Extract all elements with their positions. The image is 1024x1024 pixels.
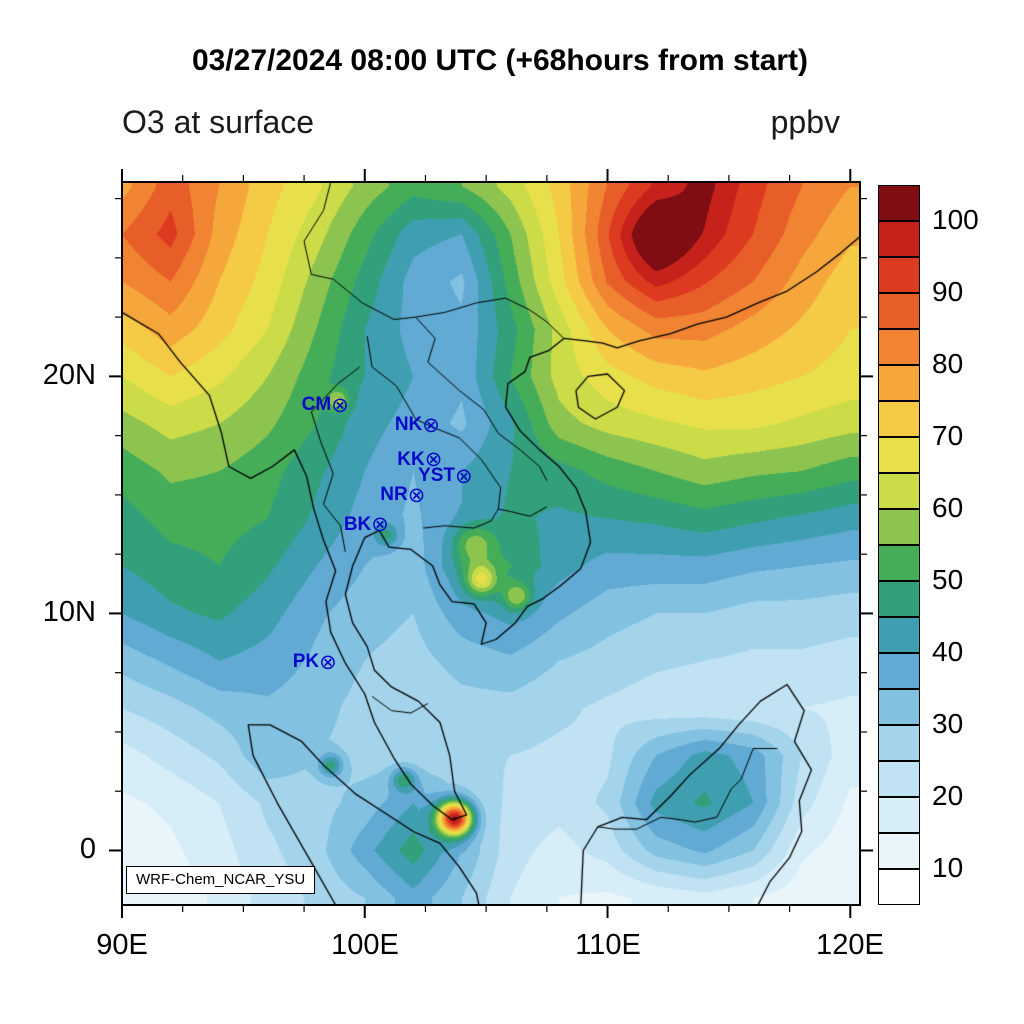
colorbar-box [878,221,920,257]
x-tick-label-110e: 110E [575,929,641,961]
colorbar-tick-label: 70 [932,420,964,451]
colorbar-box [878,545,920,581]
colorbar-box [878,617,920,653]
colorbar-box [878,401,920,437]
colorbar-tick-label: 90 [932,276,964,307]
colorbar-box [878,869,920,905]
subtitle-row: O3 at surface ppbv [122,104,840,141]
colorbar-box [878,581,920,617]
colorbar-box [878,761,920,797]
colorbar-tick-label: 30 [932,708,964,739]
y-tick-label-10n: 10N [42,596,96,628]
colorbar-box [878,185,920,221]
colorbar-box [878,473,920,509]
colorbar-tick-label: 10 [932,852,964,883]
colorbar-box [878,257,920,293]
x-tick-label-90e: 90E [96,929,148,961]
y-tick-label-0: 0 [79,833,96,865]
colorbar-box [878,329,920,365]
colorbar-box [878,365,920,401]
colorbar [878,185,920,905]
colorbar-box [878,653,920,689]
colorbar-box [878,689,920,725]
colorbar-box [878,293,920,329]
model-watermark: WRF-Chem_NCAR_YSU [126,866,316,894]
colorbar-tick-label: 50 [932,564,964,595]
plot-variable-label: O3 at surface [122,104,315,140]
colorbar-tick-label: 20 [932,780,964,811]
colorbar-box [878,509,920,545]
colorbar-box [878,437,920,473]
colorbar-tick-label: 40 [932,636,964,667]
colorbar-tick-label: 80 [932,348,964,379]
o3-surface-map [122,182,860,905]
x-tick-label-120e: 120E [816,929,884,961]
colorbar-tick-label: 60 [932,492,964,523]
figure-title: 03/27/2024 08:00 UTC (+68hours from star… [191,44,809,77]
x-tick-label-100e: 100E [331,929,399,961]
y-tick-label-20n: 20N [42,359,96,391]
units-label: ppbv [770,104,840,140]
colorbar-box [878,833,920,869]
colorbar-box [878,725,920,761]
colorbar-box [878,797,920,833]
colorbar-tick-label: 100 [932,204,979,235]
